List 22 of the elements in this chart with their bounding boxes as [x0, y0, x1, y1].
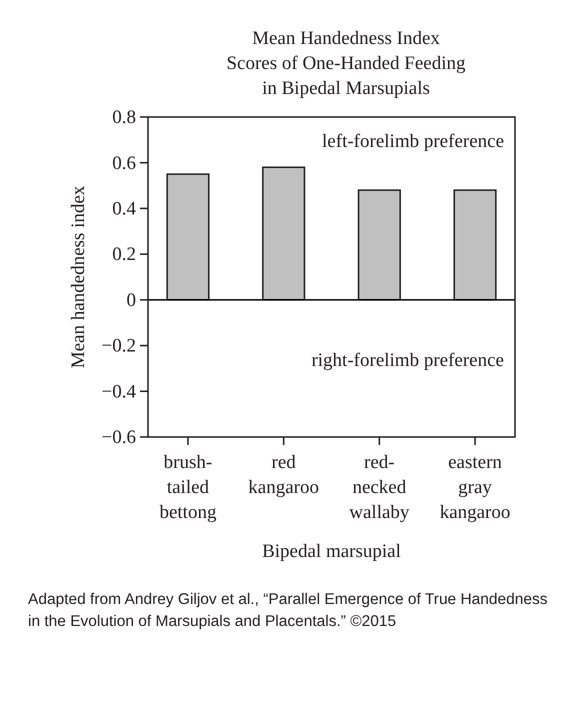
- y-tick-label: −0.2: [102, 336, 136, 357]
- bar: [166, 173, 210, 301]
- y-tick-label: 0.6: [112, 152, 136, 174]
- y-tick-label: −0.4: [102, 381, 136, 402]
- y-tick-label: 0.2: [112, 244, 136, 266]
- y-axis-title: Mean handedness index: [68, 185, 89, 368]
- bar: [453, 189, 497, 301]
- x-axis-title: Bipedal marsupial: [262, 541, 401, 562]
- x-tick-label: brush- tailed bettong: [159, 452, 217, 523]
- x-tick-label: red kangaroo: [248, 452, 320, 498]
- chart-title: Mean Handedness Index Scores of One-Handed Feeding in Bipedal Marsupials: [226, 28, 466, 99]
- bar: [262, 166, 306, 301]
- y-tick-label: 0.8: [112, 107, 136, 128]
- x-tick-label: red- necked wallaby: [349, 452, 410, 523]
- y-tick-label: −0.6: [102, 427, 136, 448]
- y-tick-label: 0.4: [112, 198, 136, 220]
- bar: [358, 189, 401, 301]
- x-tick-label: eastern gray kangaroo: [440, 452, 510, 523]
- annotation: left-forelimb preference: [322, 131, 504, 152]
- annotation: right-forelimb preference: [311, 350, 504, 371]
- y-tick-label: 0: [126, 290, 136, 311]
- text: Adapted from Andrey Giljov et al., “Parallel Emergence of True Handedness in the Evolution of Marsupials and Placentals.” ©2015: [28, 591, 548, 630]
